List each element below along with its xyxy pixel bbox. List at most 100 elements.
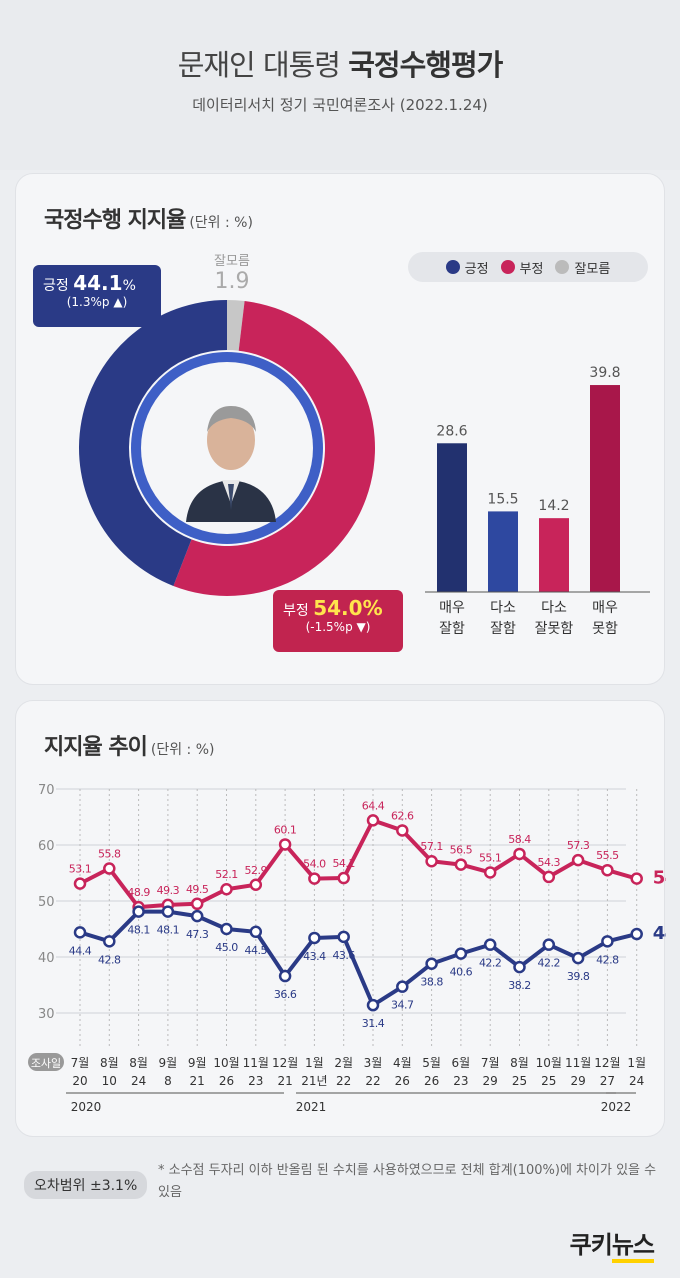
series-data-label: 64.4 xyxy=(362,799,385,812)
x-tick-top: 4월 xyxy=(393,1056,412,1070)
series-data-label: 54.3 xyxy=(538,856,561,869)
x-tick-bottom: 21 xyxy=(277,1074,292,1088)
x-tick-bottom: 21년 xyxy=(301,1074,327,1088)
series-data-label: 54.0 xyxy=(653,868,666,889)
positive-dot-icon xyxy=(445,260,460,274)
y-tick-label: 40 xyxy=(38,951,55,966)
series-point xyxy=(454,947,468,960)
x-tick-top: 3월 xyxy=(364,1056,383,1070)
series-data-label: 48.1 xyxy=(127,924,150,937)
x-tick-top: 8월 xyxy=(100,1056,119,1070)
x-tick-bottom: 29 xyxy=(483,1074,498,1088)
positive-tag: 긍정 44.1% (1.3%p ▲) xyxy=(33,265,161,327)
series-point xyxy=(366,998,380,1012)
x-tick-bottom: 27 xyxy=(600,1074,615,1088)
series-data-label: 42.2 xyxy=(538,957,561,970)
bar-category-label: 잘함 xyxy=(490,621,516,637)
page-subtitle: 데이터리서치 정기 국민여론조사 (2022.1.24) xyxy=(192,96,488,114)
series-data-label: 47.3 xyxy=(186,928,209,941)
series-point xyxy=(190,909,204,923)
series-point xyxy=(308,931,321,945)
negative-value: 54.0 xyxy=(313,596,363,620)
bar-3 xyxy=(590,385,620,592)
series-data-label: 55.1 xyxy=(479,851,502,864)
x-tick-bottom: 25 xyxy=(512,1074,527,1088)
legend-item-dontknow: 잘모름 xyxy=(555,258,610,277)
series-point xyxy=(396,824,409,837)
series-data-label: 38.2 xyxy=(508,979,531,992)
series-point xyxy=(630,927,643,941)
series-data-label: 48.9 xyxy=(127,886,150,899)
error-margin: 오차범위 ±3.1% xyxy=(24,1171,148,1199)
legend: 긍정 부정 잘모름 xyxy=(408,252,648,282)
series-data-label: 52.1 xyxy=(215,868,238,881)
series-point xyxy=(571,951,585,965)
negative-change: (-1.5%p ▼) xyxy=(305,620,371,634)
series-data-label: 36.6 xyxy=(274,988,297,1001)
logo-part-a: 쿠키 xyxy=(569,1231,613,1259)
x-tick-top: 12월 xyxy=(272,1056,298,1070)
series-point xyxy=(483,866,497,879)
series-data-label: 55.5 xyxy=(596,849,619,862)
series-point xyxy=(513,960,526,974)
x-tick-bottom: 29 xyxy=(570,1074,585,1088)
bar-value-label: 28.6 xyxy=(436,423,467,439)
bar-value-label: 39.8 xyxy=(589,365,620,381)
approval-title: 국정수행 지지율 (단위 : %) xyxy=(44,202,253,234)
series-data-label: 49.3 xyxy=(157,884,180,897)
series-data-label: 42.8 xyxy=(596,953,619,966)
bar-value-label: 15.5 xyxy=(487,491,518,507)
series-data-label: 44.4 xyxy=(69,944,92,957)
x-tick-top: 9월 xyxy=(188,1056,207,1070)
logo-part-b: 뉴스 xyxy=(611,1231,655,1263)
x-tick-bottom: 24 xyxy=(629,1074,644,1088)
series-data-label: 56.5 xyxy=(450,844,473,857)
legend-item-negative: 부정 xyxy=(500,258,543,277)
series-point xyxy=(396,980,409,993)
series-point xyxy=(425,854,438,868)
series-data-label: 57.3 xyxy=(567,839,590,852)
series-data-label: 45.0 xyxy=(215,941,238,954)
series-point xyxy=(483,938,497,951)
legend-label: 잘모름 xyxy=(574,261,611,277)
series-point xyxy=(425,957,438,970)
series-point xyxy=(308,872,321,885)
y-tick-label: 70 xyxy=(38,783,55,798)
x-tick-top: 8월 xyxy=(510,1056,529,1070)
positive-value: 44.1 xyxy=(73,271,123,295)
series-point xyxy=(366,814,380,827)
series-point xyxy=(278,838,292,851)
footer: 오차범위 ±3.1% * 소수점 두자리 이하 반올림 된 수치를 사용하였으므… xyxy=(0,1145,680,1278)
dontknow-value: 1.9 xyxy=(214,269,250,294)
x-tick-bottom: 26 xyxy=(395,1074,410,1088)
series-data-label: 38.8 xyxy=(420,976,443,989)
x-tick-bottom: 22 xyxy=(365,1074,380,1088)
series-point xyxy=(249,925,263,939)
bar-0 xyxy=(437,443,467,592)
series-data-label: 44.5 xyxy=(245,944,268,957)
series-data-label: 42.8 xyxy=(98,953,121,966)
series-point xyxy=(249,878,263,892)
line-chart: 30 40 50 60 70 53.1 55.8 48.9 49.3 49.5 52.1 52.9 60… xyxy=(28,783,666,1114)
trend-card: 지지율 추이 (단위 : %) 30 40 50 60 70 53.1 55.8 48.9 49.… xyxy=(15,700,666,1137)
series-data-label: 52.9 xyxy=(245,864,268,877)
president-photo xyxy=(180,392,282,532)
series-data-label: 54.1 xyxy=(332,857,355,870)
positive-label: 긍정 xyxy=(43,278,69,294)
bar-category-label: 잘못함 xyxy=(535,621,574,637)
portrait-icon xyxy=(186,406,276,522)
donut-slice-2 xyxy=(227,300,245,351)
dontknow-dot-icon xyxy=(555,260,570,274)
x-tick-top: 7월 xyxy=(71,1056,90,1070)
series-point xyxy=(278,969,292,983)
bar-2 xyxy=(539,518,569,592)
donut-slice-0 xyxy=(78,300,227,586)
series-data-label: 54.0 xyxy=(303,858,326,871)
x-tick-top: 9월 xyxy=(159,1056,178,1070)
approval-unit: (단위 : %) xyxy=(189,215,253,231)
x-tick-bottom: 10 xyxy=(102,1074,117,1088)
x-tick-top: 10월 xyxy=(213,1056,239,1070)
series-point xyxy=(542,870,556,884)
series-point xyxy=(513,847,526,861)
